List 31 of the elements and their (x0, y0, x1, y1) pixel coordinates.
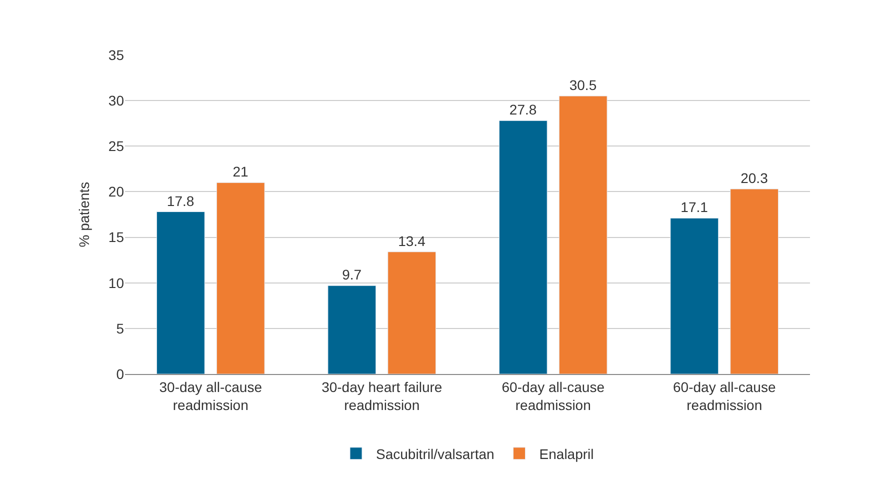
bar (388, 252, 436, 374)
y-tick-label: 15 (108, 229, 124, 246)
bar (670, 218, 719, 374)
data-label: 13.4 (398, 232, 426, 249)
x-tick-label: 60-day all-cause readmission (673, 378, 776, 413)
data-label: 27.8 (509, 102, 537, 118)
y-tick-label: 20 (108, 184, 124, 200)
x-tick-label: 30-day all-cause readmission (159, 378, 262, 413)
y-tick-label: 5 (116, 320, 124, 336)
bar (558, 96, 608, 374)
y-tick-label: 10 (108, 274, 124, 291)
data-label: 21 (232, 164, 248, 180)
x-tick-label: 60-day all-cause readmission (502, 378, 605, 413)
bar (498, 120, 548, 374)
data-label: 17.1 (680, 199, 708, 216)
y-tick-label: 25 (108, 138, 124, 154)
bar (730, 188, 779, 374)
legend-label: Sacubitril/valsartan (376, 446, 494, 462)
y-tick-label: 0 (116, 366, 124, 382)
data-label: 17.8 (166, 192, 194, 209)
legend-label: Enalapril (539, 446, 594, 462)
bar (156, 212, 205, 374)
y-tick-label: 30 (108, 92, 124, 108)
data-label: 30.5 (569, 77, 597, 94)
data-label: 20.3 (740, 170, 768, 186)
bar (328, 285, 376, 374)
y-axis-title: % patients (76, 182, 92, 248)
data-label: 9.7 (342, 266, 362, 283)
y-tick-label: 35 (108, 46, 124, 63)
bar (216, 182, 265, 374)
x-tick-label: 30-day heart failure readmission (322, 378, 442, 413)
